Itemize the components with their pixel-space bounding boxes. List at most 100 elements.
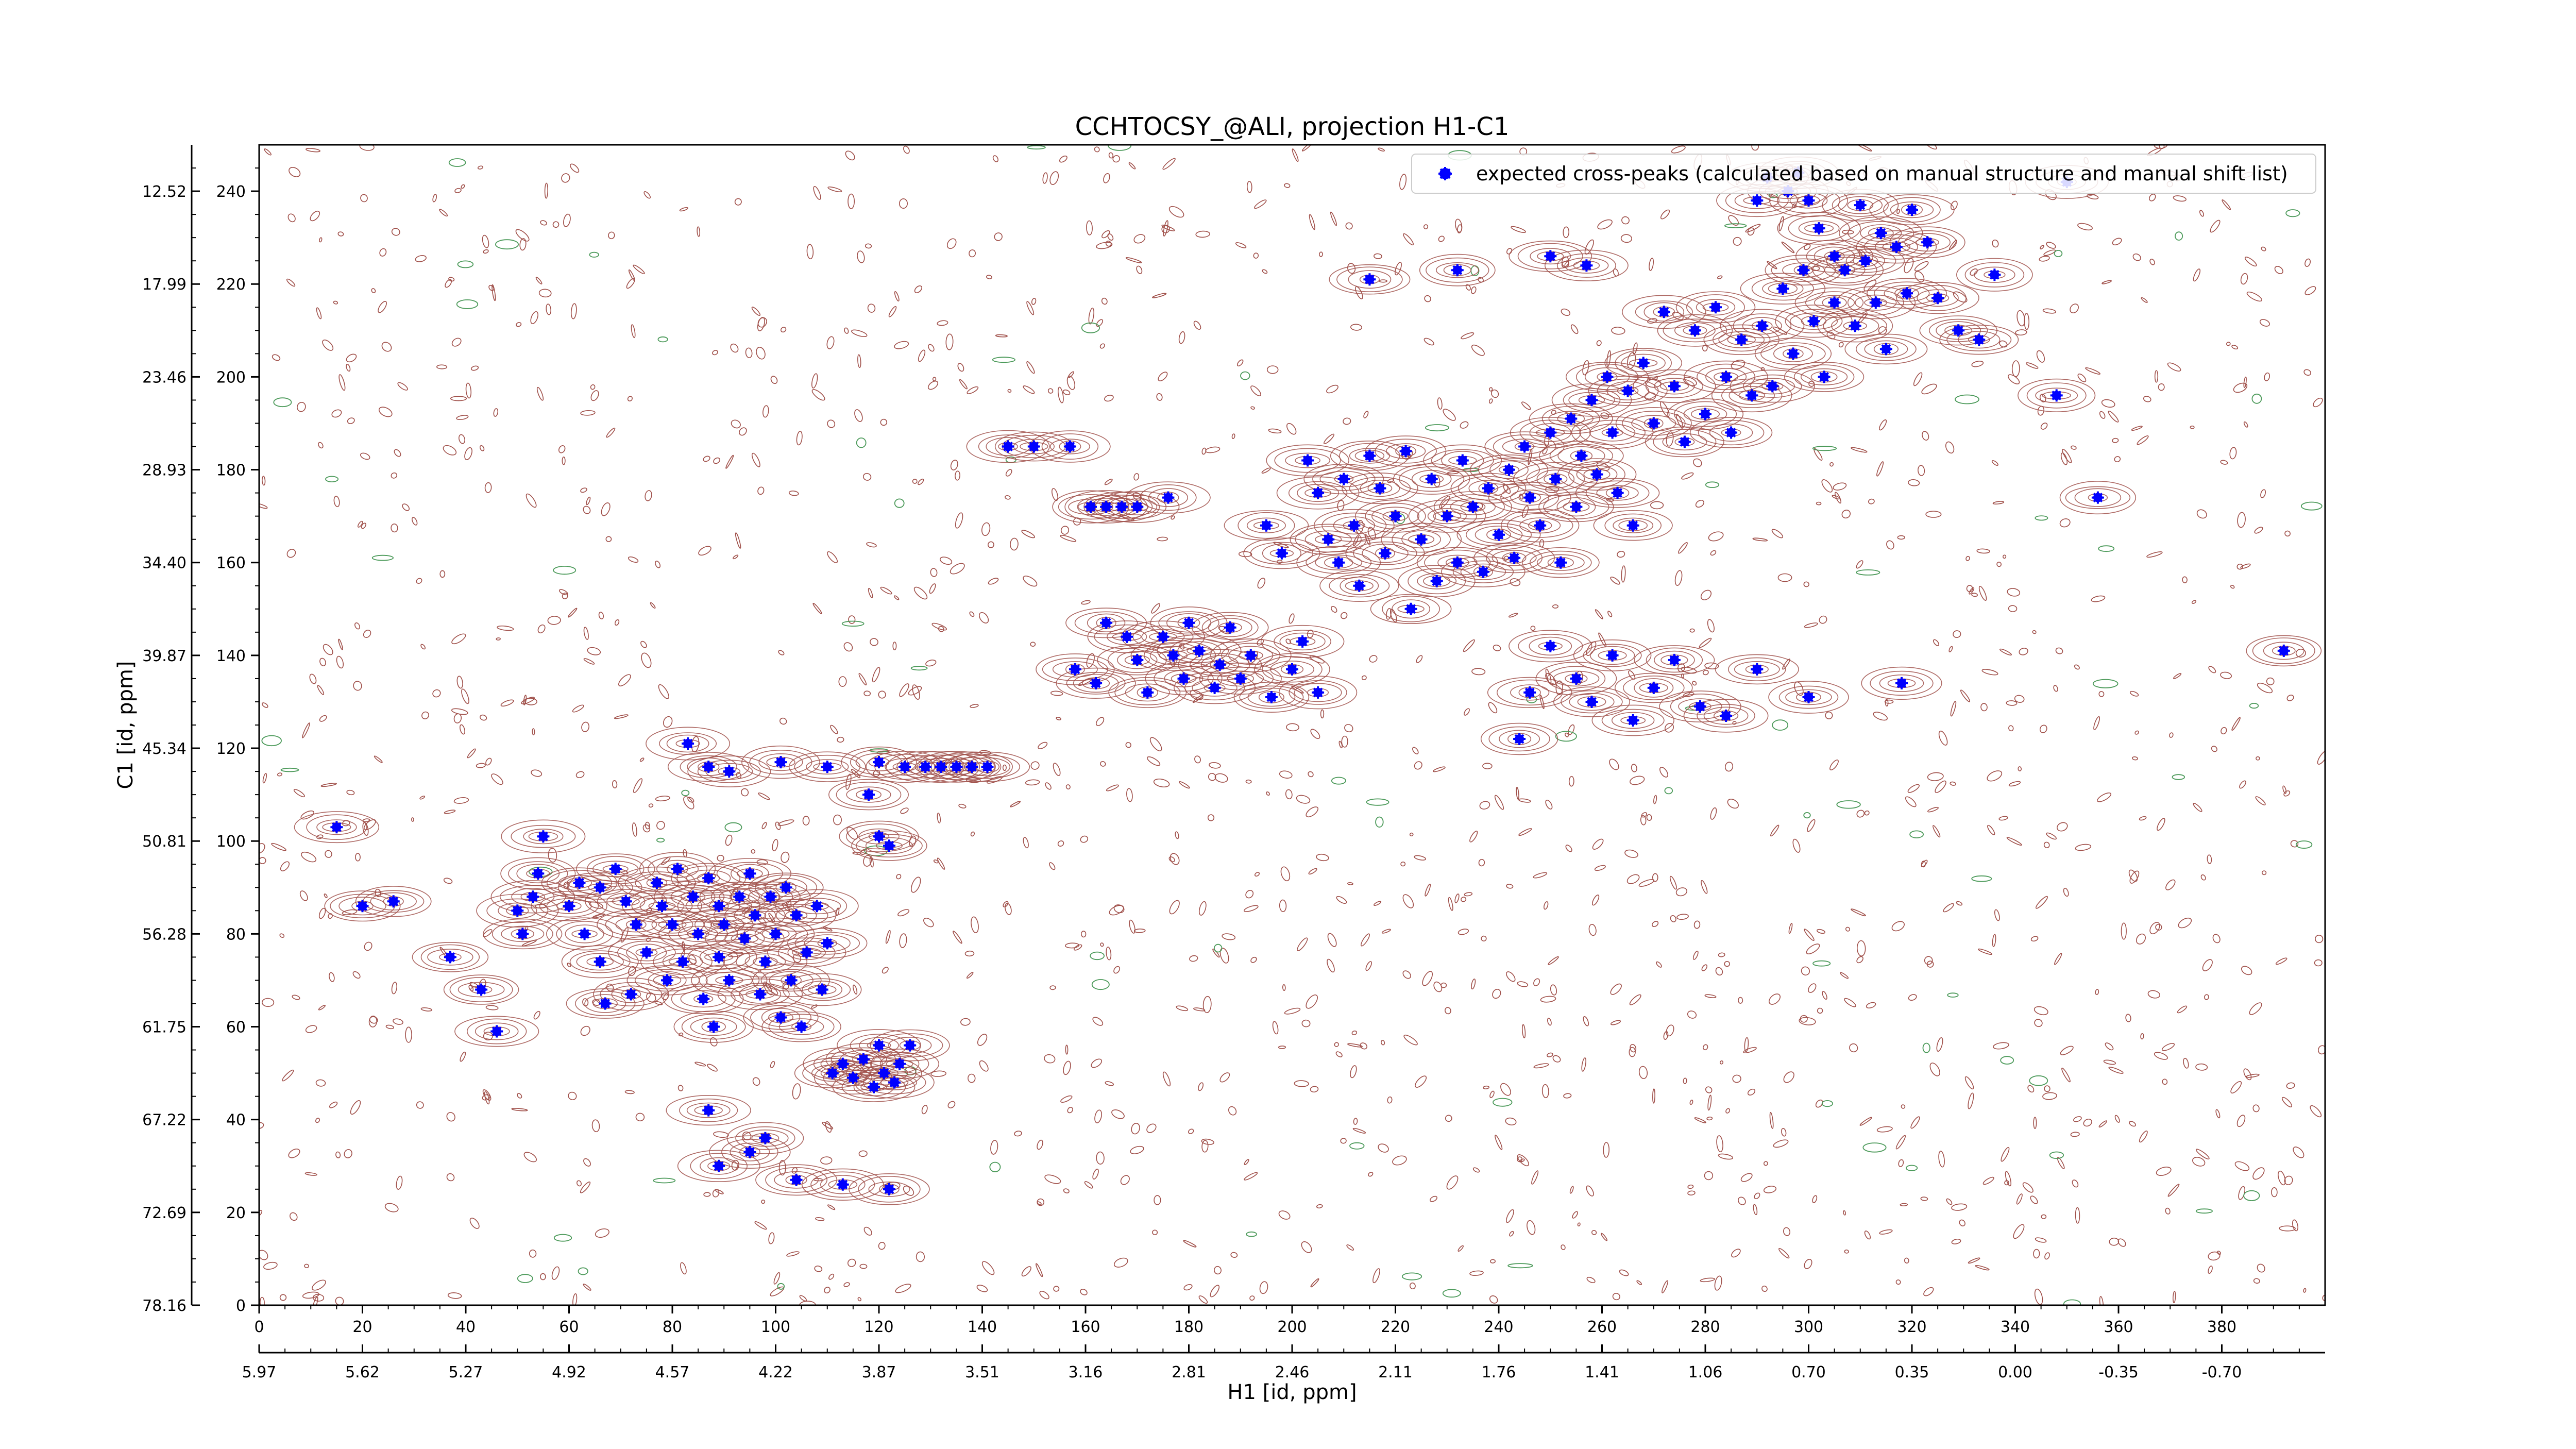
contour-noise	[412, 517, 418, 526]
peak-contour	[1319, 470, 1368, 487]
contour-noise	[546, 304, 552, 315]
contour-noise	[335, 1151, 341, 1158]
contour-noise	[1968, 1257, 1980, 1264]
contour-noise	[1781, 241, 1795, 254]
contour-noise	[1279, 770, 1293, 779]
cross-peak-point-90	[1100, 500, 1113, 513]
contour-noise-negative	[992, 357, 1015, 363]
contour-noise	[918, 349, 926, 362]
contour-noise	[1849, 1043, 1858, 1053]
contour-noise	[1219, 1072, 1230, 1083]
cross-peak-point-96	[1100, 616, 1113, 629]
contour-noise	[2220, 460, 2228, 465]
contour-noise	[324, 893, 328, 898]
contour-noise	[627, 396, 633, 402]
contour-noise	[1588, 924, 1597, 936]
contour-noise	[1250, 385, 1261, 396]
contour-noise	[1517, 981, 1529, 987]
contour-noise	[2085, 367, 2101, 375]
contour-noise	[858, 1150, 868, 1157]
contour-noise	[1704, 994, 1717, 998]
contour-noise	[624, 1090, 635, 1094]
contour-noise	[279, 933, 285, 938]
contour-noise	[1379, 279, 1387, 283]
peak-contour	[1870, 670, 1934, 696]
contour-noise	[1609, 759, 1619, 770]
contour-noise	[742, 1131, 752, 1140]
peak-contour	[731, 864, 769, 884]
peak-contour	[705, 971, 753, 989]
contour-noise	[707, 1064, 718, 1072]
contour-noise	[960, 1018, 971, 1026]
contour-noise-negative	[1375, 816, 1384, 828]
peak-contour	[1345, 536, 1425, 570]
contour-noise	[2317, 750, 2325, 765]
contour-noise	[1950, 781, 1957, 786]
contour-noise	[1918, 465, 1925, 476]
contour-noise	[2097, 792, 2112, 802]
contour-noise	[1522, 505, 1529, 518]
peak-contour	[1686, 294, 1745, 321]
contour-noise	[1294, 1080, 1309, 1087]
contour-noise	[342, 909, 358, 915]
peak-contour	[774, 1171, 819, 1189]
contour-noise	[751, 452, 760, 467]
contour-noise-negative	[2035, 515, 2048, 521]
contour-noise	[1708, 531, 1724, 542]
peak-contour	[1657, 314, 1733, 347]
contour-noise-negative	[578, 1267, 588, 1275]
peak-contour	[1475, 526, 1523, 544]
contour-noise	[1464, 892, 1473, 897]
peak-contour	[810, 1171, 875, 1198]
contour-noise	[1047, 388, 1054, 394]
peak-contour	[1654, 650, 1695, 669]
cross-peak-point-189	[1988, 268, 2001, 281]
contour-noise	[1859, 1117, 1872, 1126]
cross-peak-point-18	[619, 895, 632, 908]
cross-peak-point-167	[1735, 333, 1748, 346]
cross-peak-point-201	[1720, 710, 1733, 722]
cross-peak-point-149	[1575, 449, 1588, 462]
contour-noise	[863, 1226, 872, 1236]
contour-noise	[2259, 319, 2270, 327]
contour-noise	[1951, 1203, 1968, 1211]
cross-peak-point-190	[2050, 389, 2063, 402]
peak-contour	[1340, 576, 1379, 595]
contour-noise	[2282, 785, 2287, 794]
cross-peak-point-173	[1797, 264, 1810, 277]
contour-noise	[2071, 445, 2077, 450]
cross-peak-point-107	[1224, 621, 1236, 634]
contour-noise	[1981, 669, 1998, 676]
peak-contour	[1795, 240, 1874, 273]
contour-noise	[2132, 253, 2141, 261]
cross-peak-point-163	[1699, 408, 1711, 420]
contour-noise	[1683, 692, 1694, 697]
contour-noise	[580, 1025, 590, 1036]
cross-peak-point-20	[630, 918, 642, 931]
contour-noise-negative	[1909, 830, 1924, 838]
cross-peak-point-69	[836, 1178, 849, 1191]
peak-contour	[858, 828, 900, 845]
cross-peak-point-115	[1275, 547, 1288, 560]
contour-noise	[420, 644, 426, 650]
contour-noise	[2315, 935, 2324, 943]
cross-peak-point-15	[594, 955, 606, 968]
contour-noise	[1096, 1151, 1105, 1165]
contour-noise	[1638, 1066, 1648, 1079]
contour-noise	[1581, 1057, 1586, 1072]
peak-contour	[1056, 667, 1136, 699]
contour-noise	[1108, 152, 1114, 159]
contour-noise	[2032, 630, 2037, 634]
contour-noise	[540, 220, 547, 226]
contour-noise	[633, 778, 643, 793]
cross-peak-point-148	[1570, 500, 1583, 513]
contour-noise	[595, 1228, 609, 1238]
contour-noise	[1970, 268, 1978, 276]
contour-noise	[1244, 1172, 1258, 1181]
peak-contour	[1778, 685, 1839, 709]
contour-noise	[761, 1200, 766, 1204]
contour-noise-negative	[681, 789, 690, 796]
contour-noise	[2034, 1019, 2043, 1027]
contour-noise	[1645, 378, 1662, 388]
contour-noise	[2252, 1167, 2265, 1180]
